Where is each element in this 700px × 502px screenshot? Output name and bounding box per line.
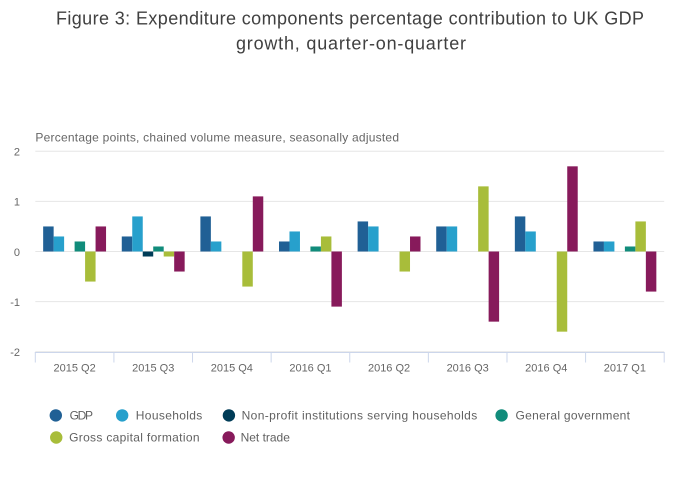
svg-text:2016 Q3: 2016 Q3: [447, 363, 489, 375]
svg-text:2: 2: [14, 147, 20, 159]
svg-text:-2: -2: [10, 347, 20, 359]
svg-text:2016 Q1: 2016 Q1: [289, 363, 331, 375]
svg-text:Gross capital formation: Gross capital formation: [69, 431, 199, 445]
svg-text:2016 Q2: 2016 Q2: [368, 363, 410, 375]
svg-text:Households: Households: [136, 409, 203, 423]
svg-text:GDP: GDP: [70, 409, 93, 423]
svg-text:Net trade: Net trade: [241, 431, 291, 445]
svg-text:0: 0: [14, 247, 20, 259]
svg-text:2015 Q4: 2015 Q4: [211, 363, 253, 375]
svg-text:1: 1: [14, 197, 20, 209]
svg-text:2016 Q4: 2016 Q4: [525, 363, 567, 375]
svg-text:Figure 3: Expenditure componen: Figure 3: Expenditure components percent…: [56, 8, 644, 28]
svg-text:2015 Q3: 2015 Q3: [132, 363, 174, 375]
svg-text:growth, quarter-on-quarter: growth, quarter-on-quarter: [236, 34, 466, 54]
svg-text:Percentage points, chained vol: Percentage points, chained volume measur…: [35, 131, 399, 145]
svg-text:2015 Q2: 2015 Q2: [54, 363, 96, 375]
svg-text:-1: -1: [10, 297, 20, 309]
svg-text:General government: General government: [516, 409, 631, 423]
svg-text:2017 Q1: 2017 Q1: [604, 363, 646, 375]
svg-text:Non-profit institutions servin: Non-profit institutions serving househol…: [242, 409, 478, 423]
